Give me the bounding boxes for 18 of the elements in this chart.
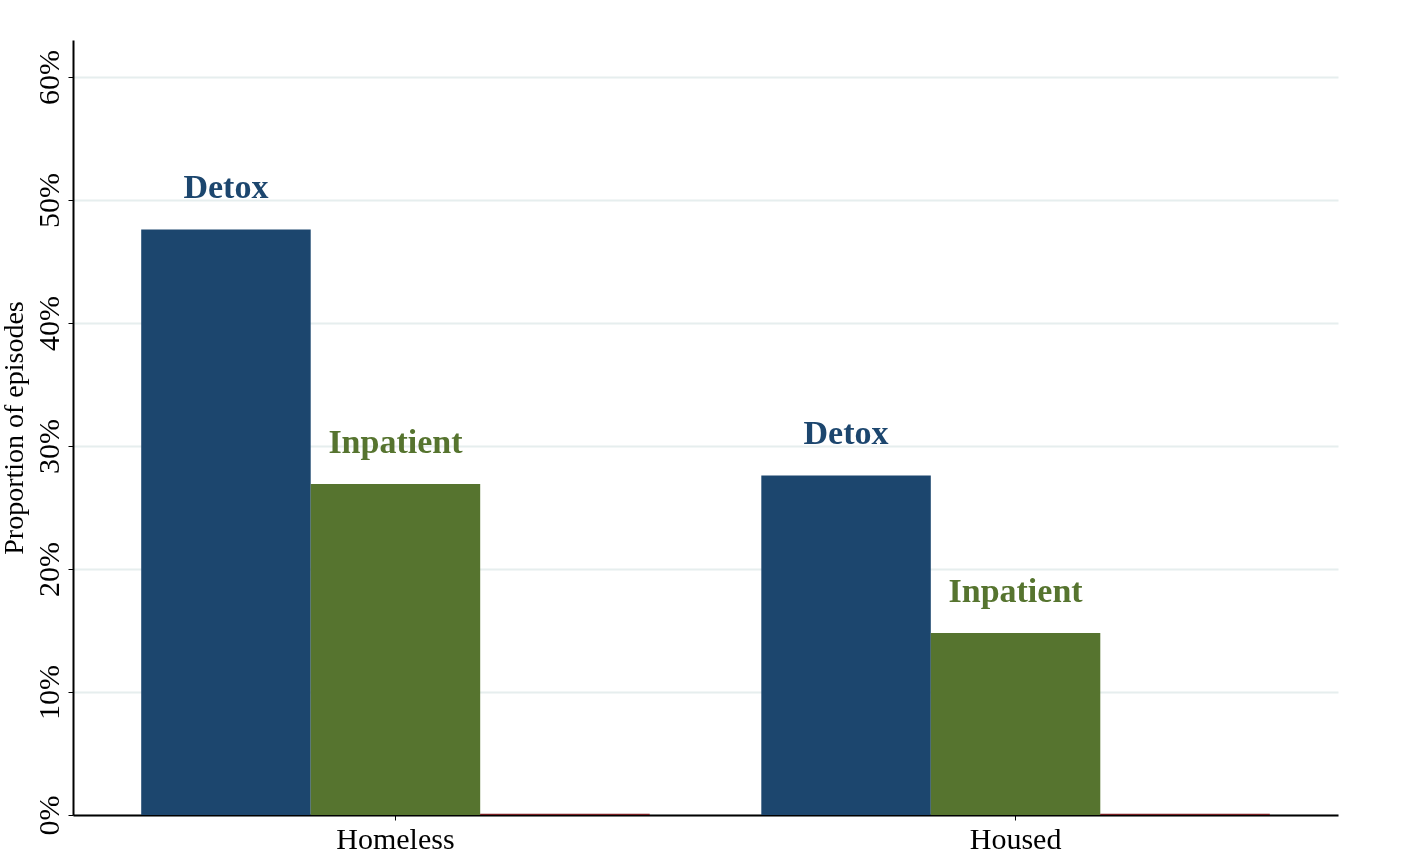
bar	[930, 632, 1101, 815]
bar	[310, 484, 481, 815]
y-tick-label: 50%	[31, 172, 65, 228]
bar	[761, 475, 931, 815]
y-tick-label: 40%	[31, 295, 65, 351]
y-tick-label: 10%	[31, 664, 65, 720]
y-axis-title: Proportion of episodes	[0, 301, 29, 555]
bar	[141, 229, 311, 815]
series-label: Detox	[183, 168, 269, 206]
y-tick-label: 20%	[31, 541, 65, 597]
y-tick-label: 30%	[31, 418, 65, 474]
y-tick-label: 60%	[31, 49, 65, 105]
text: Detox	[803, 414, 889, 452]
x-tick-label: Housed	[969, 821, 1062, 855]
series-label: Inpatient	[328, 423, 464, 461]
text: Inpatient	[948, 571, 1083, 609]
x-tick-label: Homeless	[336, 821, 455, 855]
y-tick-label: 0%	[31, 795, 65, 836]
